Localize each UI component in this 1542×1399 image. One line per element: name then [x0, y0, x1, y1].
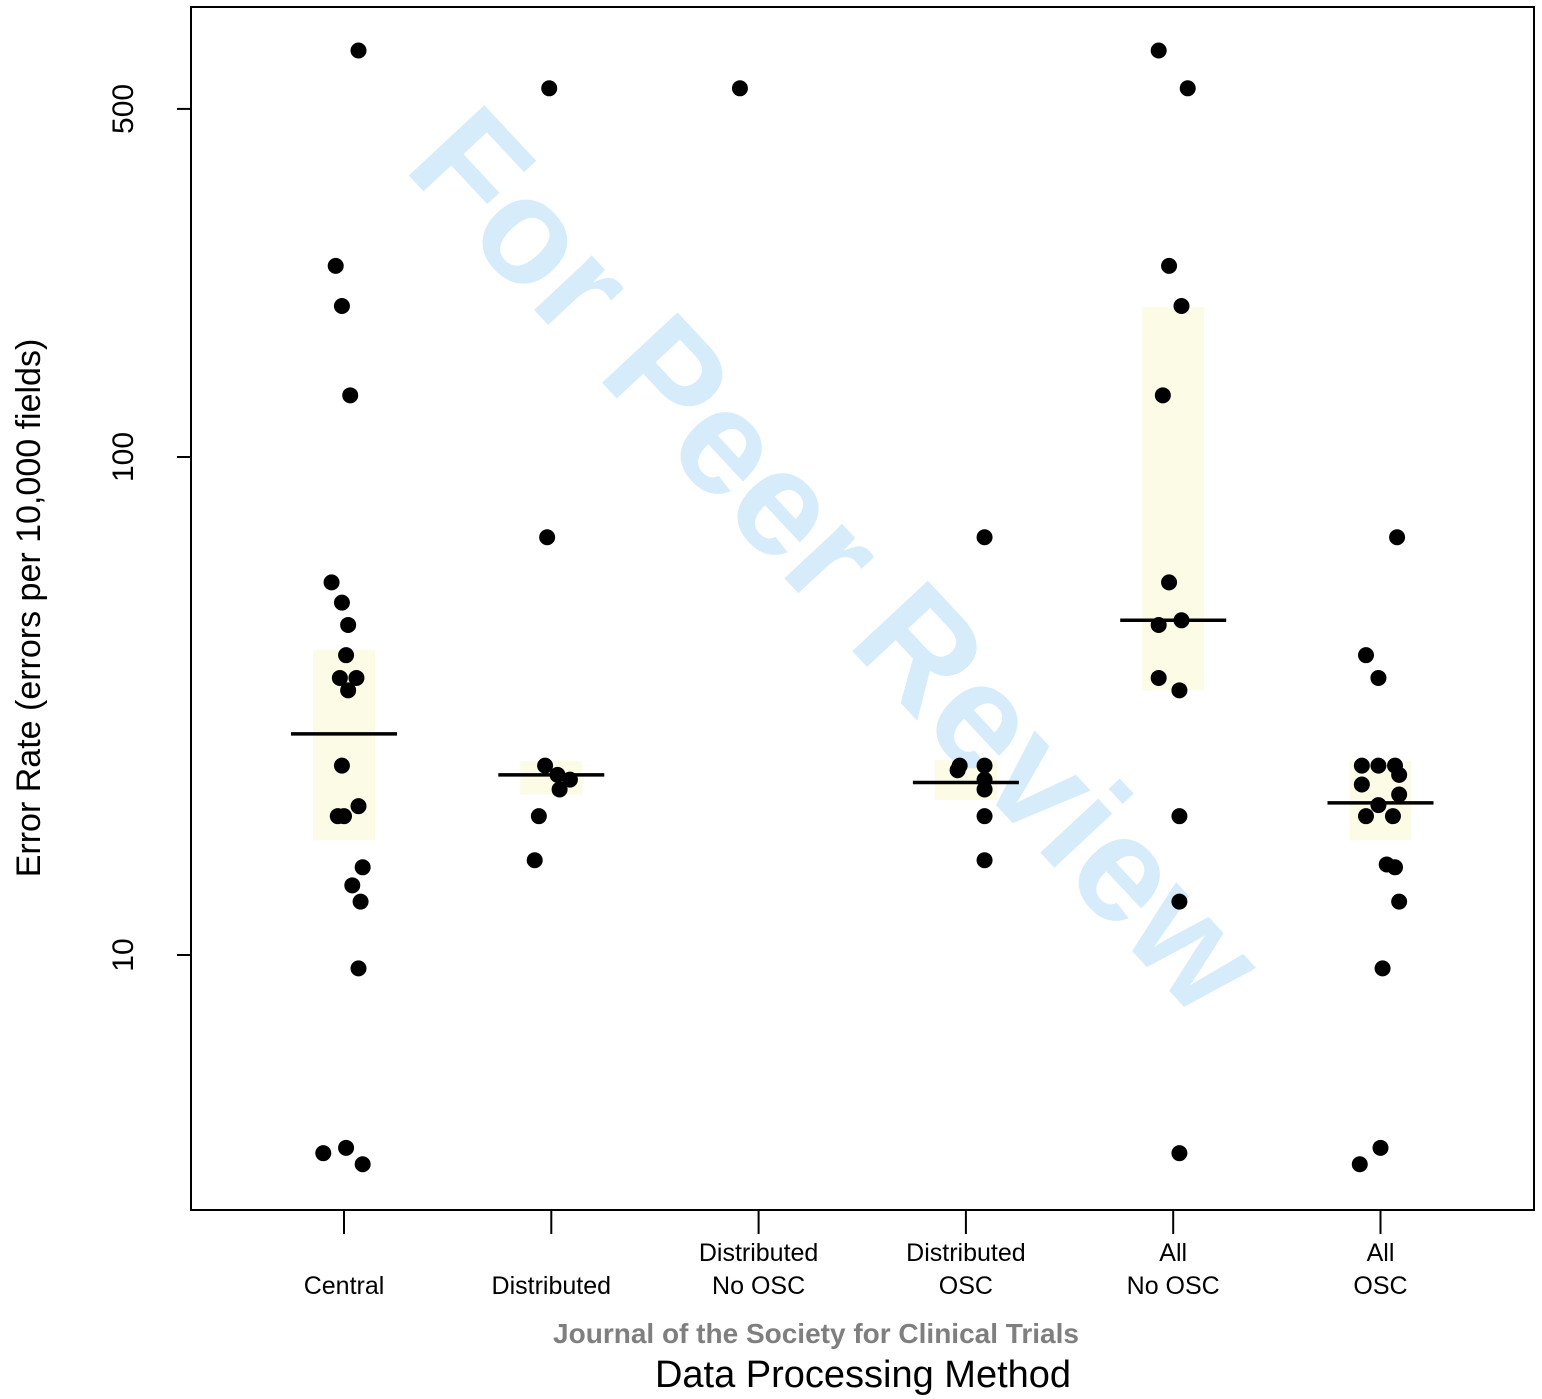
data-point	[1150, 42, 1167, 59]
data-point	[1161, 257, 1178, 274]
journal-name: Journal of the Society for Clinical Tria…	[553, 1318, 1079, 1349]
data-point	[1357, 647, 1374, 664]
data-point	[338, 647, 355, 664]
data-point	[350, 798, 367, 815]
data-point	[327, 257, 344, 274]
data-point	[350, 960, 367, 977]
data-point	[1370, 797, 1387, 814]
data-point	[1171, 808, 1188, 825]
y-axis-label: Error Rate (errors per 10,000 fields)	[10, 339, 48, 878]
data-point	[976, 852, 993, 869]
data-point	[1391, 786, 1408, 803]
data-point	[315, 1145, 332, 1162]
data-point	[530, 808, 547, 825]
data-point	[976, 771, 993, 788]
plot-frame	[190, 6, 1535, 1211]
data-point	[539, 529, 556, 546]
data-point	[1357, 808, 1374, 825]
data-point	[1370, 669, 1387, 686]
data-point	[541, 80, 558, 97]
x-tick-label: Distributed	[492, 1272, 612, 1300]
y-axis: 10 100 500	[107, 84, 191, 972]
data-point	[1384, 808, 1401, 825]
data-point	[1391, 893, 1408, 910]
x-tick-label: No OSC	[1127, 1272, 1220, 1300]
data-point	[731, 80, 748, 97]
data-point	[976, 529, 993, 546]
iqr-box	[1142, 307, 1205, 691]
data-point	[551, 781, 568, 798]
y-tick-label: 500	[107, 84, 140, 134]
data-point	[352, 893, 369, 910]
data-point	[976, 808, 993, 825]
data-point	[1150, 669, 1167, 686]
data-point	[336, 808, 352, 825]
x-tick-label: OSC	[939, 1272, 993, 1300]
data-point	[350, 42, 367, 59]
data-points-layer	[315, 42, 1408, 1173]
data-point	[348, 669, 365, 686]
data-point	[1171, 893, 1188, 910]
data-point	[1173, 298, 1190, 315]
data-point	[1387, 757, 1404, 774]
data-point	[354, 1156, 371, 1173]
median-lines-layer	[291, 618, 1434, 805]
data-point	[331, 669, 348, 686]
data-point	[338, 1139, 355, 1156]
data-point	[333, 757, 350, 774]
data-point	[333, 594, 350, 611]
x-tick-label: Central	[304, 1272, 385, 1300]
x-tick-label: Distributed	[906, 1239, 1026, 1267]
x-tick-label: All	[1367, 1239, 1395, 1267]
data-point	[323, 574, 340, 591]
data-point	[1154, 387, 1171, 404]
data-point	[1389, 529, 1406, 546]
data-point	[1161, 574, 1178, 591]
data-point	[1374, 960, 1391, 977]
x-axis-label: Data Processing Method	[655, 1354, 1071, 1396]
x-tick-label: Distributed	[699, 1239, 819, 1267]
y-tick-label: 10	[107, 938, 140, 971]
data-point	[1353, 757, 1370, 774]
data-point	[1372, 1139, 1389, 1156]
data-point	[344, 877, 361, 894]
data-point	[1171, 682, 1188, 699]
data-point	[951, 757, 968, 774]
data-point	[1171, 1145, 1188, 1162]
data-point	[976, 757, 993, 774]
data-point	[1353, 776, 1370, 793]
data-point	[340, 682, 357, 699]
data-point	[1351, 1156, 1368, 1173]
data-point	[526, 852, 543, 869]
data-point	[333, 298, 350, 315]
data-point	[1179, 80, 1196, 97]
data-point	[1370, 757, 1387, 774]
x-tick-label: No OSC	[712, 1272, 805, 1300]
data-point	[537, 757, 554, 774]
x-tick-label: OSC	[1353, 1272, 1407, 1300]
data-point	[342, 387, 359, 404]
x-axis: Central Distributed Distributed No OSC Distr…	[304, 1210, 1408, 1300]
data-point	[340, 616, 357, 633]
x-tick-label: All	[1159, 1239, 1187, 1267]
y-tick-label: 100	[107, 432, 140, 482]
data-point	[354, 859, 371, 876]
data-point	[1387, 859, 1404, 876]
